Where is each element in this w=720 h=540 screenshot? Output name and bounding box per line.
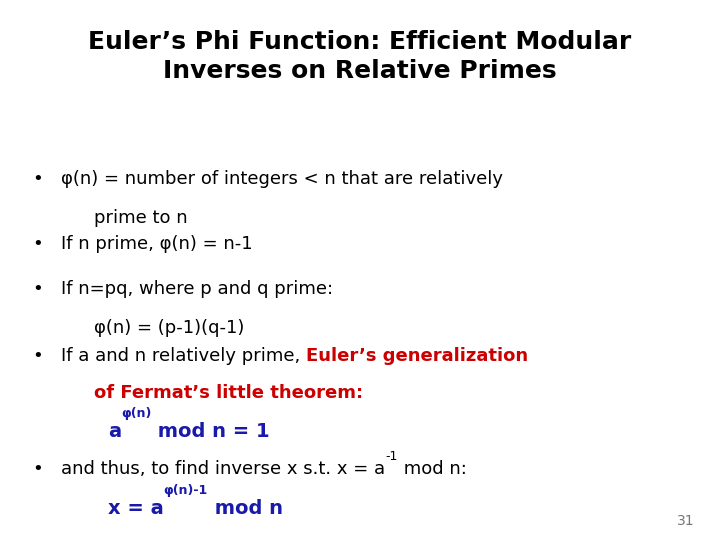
Text: of Fermat’s little theorem:: of Fermat’s little theorem: [94,384,363,402]
Text: Euler’s Phi Function: Efficient Modular
Inverses on Relative Primes: Euler’s Phi Function: Efficient Modular … [89,30,631,83]
Text: -1: -1 [385,450,397,463]
Text: If n prime, φ(n) = n-1: If n prime, φ(n) = n-1 [61,235,253,253]
Text: 31: 31 [678,514,695,528]
Text: •: • [32,170,43,188]
Text: •: • [32,235,43,253]
Text: •: • [32,347,43,364]
Text: and thus, to find inverse x s.t. x = a: and thus, to find inverse x s.t. x = a [61,460,385,478]
Text: Euler’s generalization: Euler’s generalization [306,347,528,364]
Text: φ(n) = (p-1)(q-1): φ(n) = (p-1)(q-1) [94,319,244,336]
Text: mod n:: mod n: [397,460,467,478]
Text: x = a: x = a [108,500,163,518]
Text: mod n = 1: mod n = 1 [151,422,270,441]
Text: •: • [32,280,43,298]
Text: mod n: mod n [208,500,283,518]
Text: If n=pq, where p and q prime:: If n=pq, where p and q prime: [61,280,333,298]
Text: φ(n): φ(n) [121,407,151,420]
Text: φ(n) = number of integers < n that are relatively: φ(n) = number of integers < n that are r… [61,170,503,188]
Text: prime to n: prime to n [94,209,187,227]
Text: a: a [108,422,121,441]
Text: φ(n)-1: φ(n)-1 [163,484,208,497]
Text: If a and n relatively prime,: If a and n relatively prime, [61,347,306,364]
Text: •: • [32,460,43,478]
